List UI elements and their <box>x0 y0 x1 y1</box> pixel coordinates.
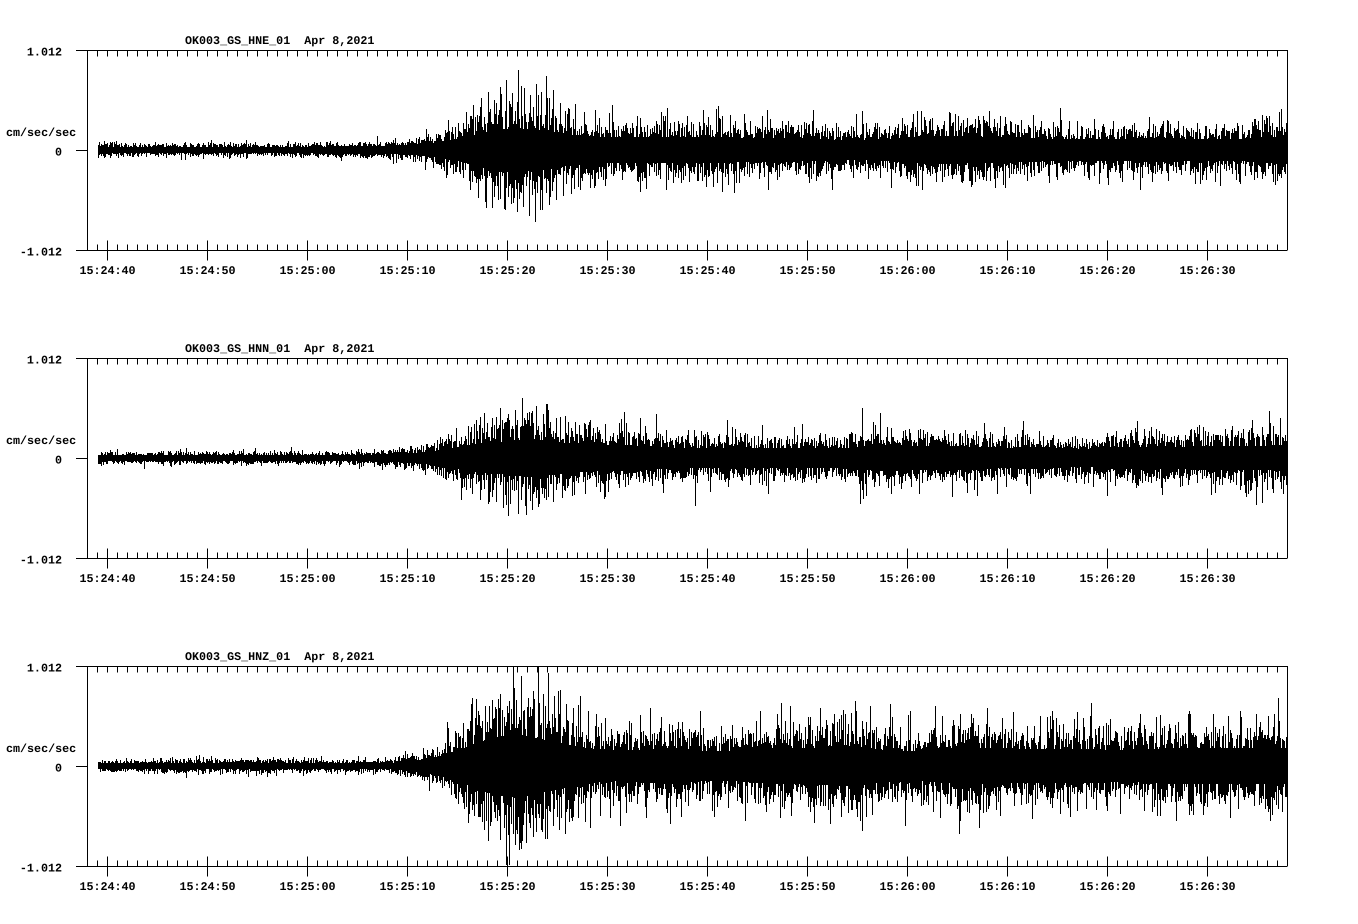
svg-text:15:26:10: 15:26:10 <box>979 264 1035 278</box>
svg-text:0: 0 <box>55 146 62 160</box>
svg-text:-1.012: -1.012 <box>20 246 62 260</box>
svg-text:15:26:20: 15:26:20 <box>1079 880 1135 894</box>
svg-text:15:26:30: 15:26:30 <box>1179 880 1235 894</box>
svg-text:15:25:00: 15:25:00 <box>279 880 335 894</box>
svg-text:15:25:40: 15:25:40 <box>679 572 735 586</box>
svg-text:15:25:50: 15:25:50 <box>779 572 835 586</box>
svg-text:15:25:10: 15:25:10 <box>379 264 435 278</box>
svg-text:15:25:40: 15:25:40 <box>679 880 735 894</box>
svg-text:15:24:50: 15:24:50 <box>179 264 235 278</box>
svg-text:15:25:00: 15:25:00 <box>279 264 335 278</box>
svg-text:0: 0 <box>55 762 62 776</box>
svg-text:-1.012: -1.012 <box>20 554 62 568</box>
svg-text:15:25:20: 15:25:20 <box>479 880 535 894</box>
svg-text:15:25:40: 15:25:40 <box>679 264 735 278</box>
svg-text:15:26:20: 15:26:20 <box>1079 572 1135 586</box>
svg-text:cm/sec/sec: cm/sec/sec <box>6 434 76 448</box>
svg-text:1.012: 1.012 <box>27 354 62 368</box>
svg-text:15:24:40: 15:24:40 <box>79 264 135 278</box>
svg-text:OK003_GS_HNN_01 Apr 8,2021: OK003_GS_HNN_01 Apr 8,2021 <box>185 342 374 356</box>
svg-text:15:25:10: 15:25:10 <box>379 572 435 586</box>
svg-text:15:26:30: 15:26:30 <box>1179 572 1235 586</box>
svg-text:15:26:00: 15:26:00 <box>879 880 935 894</box>
svg-text:15:25:30: 15:25:30 <box>579 572 635 586</box>
svg-text:cm/sec/sec: cm/sec/sec <box>6 742 76 756</box>
svg-text:1.012: 1.012 <box>27 662 62 676</box>
svg-text:15:26:00: 15:26:00 <box>879 264 935 278</box>
svg-text:15:25:10: 15:25:10 <box>379 880 435 894</box>
svg-text:15:25:30: 15:25:30 <box>579 264 635 278</box>
svg-text:15:25:50: 15:25:50 <box>779 880 835 894</box>
svg-text:1.012: 1.012 <box>27 46 62 60</box>
svg-text:15:26:20: 15:26:20 <box>1079 264 1135 278</box>
svg-text:15:26:10: 15:26:10 <box>979 880 1035 894</box>
svg-text:15:25:20: 15:25:20 <box>479 572 535 586</box>
svg-text:15:26:00: 15:26:00 <box>879 572 935 586</box>
svg-text:-1.012: -1.012 <box>20 862 62 876</box>
svg-text:15:24:40: 15:24:40 <box>79 572 135 586</box>
svg-text:15:24:50: 15:24:50 <box>179 572 235 586</box>
svg-text:OK003_GS_HNZ_01 Apr 8,2021: OK003_GS_HNZ_01 Apr 8,2021 <box>185 650 374 664</box>
svg-text:OK003_GS_HNE_01 Apr 8,2021: OK003_GS_HNE_01 Apr 8,2021 <box>185 34 374 48</box>
svg-text:15:25:30: 15:25:30 <box>579 880 635 894</box>
svg-text:0: 0 <box>55 454 62 468</box>
svg-text:15:26:10: 15:26:10 <box>979 572 1035 586</box>
svg-text:15:26:30: 15:26:30 <box>1179 264 1235 278</box>
svg-text:cm/sec/sec: cm/sec/sec <box>6 126 76 140</box>
svg-text:15:24:40: 15:24:40 <box>79 880 135 894</box>
svg-text:15:24:50: 15:24:50 <box>179 880 235 894</box>
svg-text:15:25:20: 15:25:20 <box>479 264 535 278</box>
svg-text:15:25:50: 15:25:50 <box>779 264 835 278</box>
svg-text:15:25:00: 15:25:00 <box>279 572 335 586</box>
